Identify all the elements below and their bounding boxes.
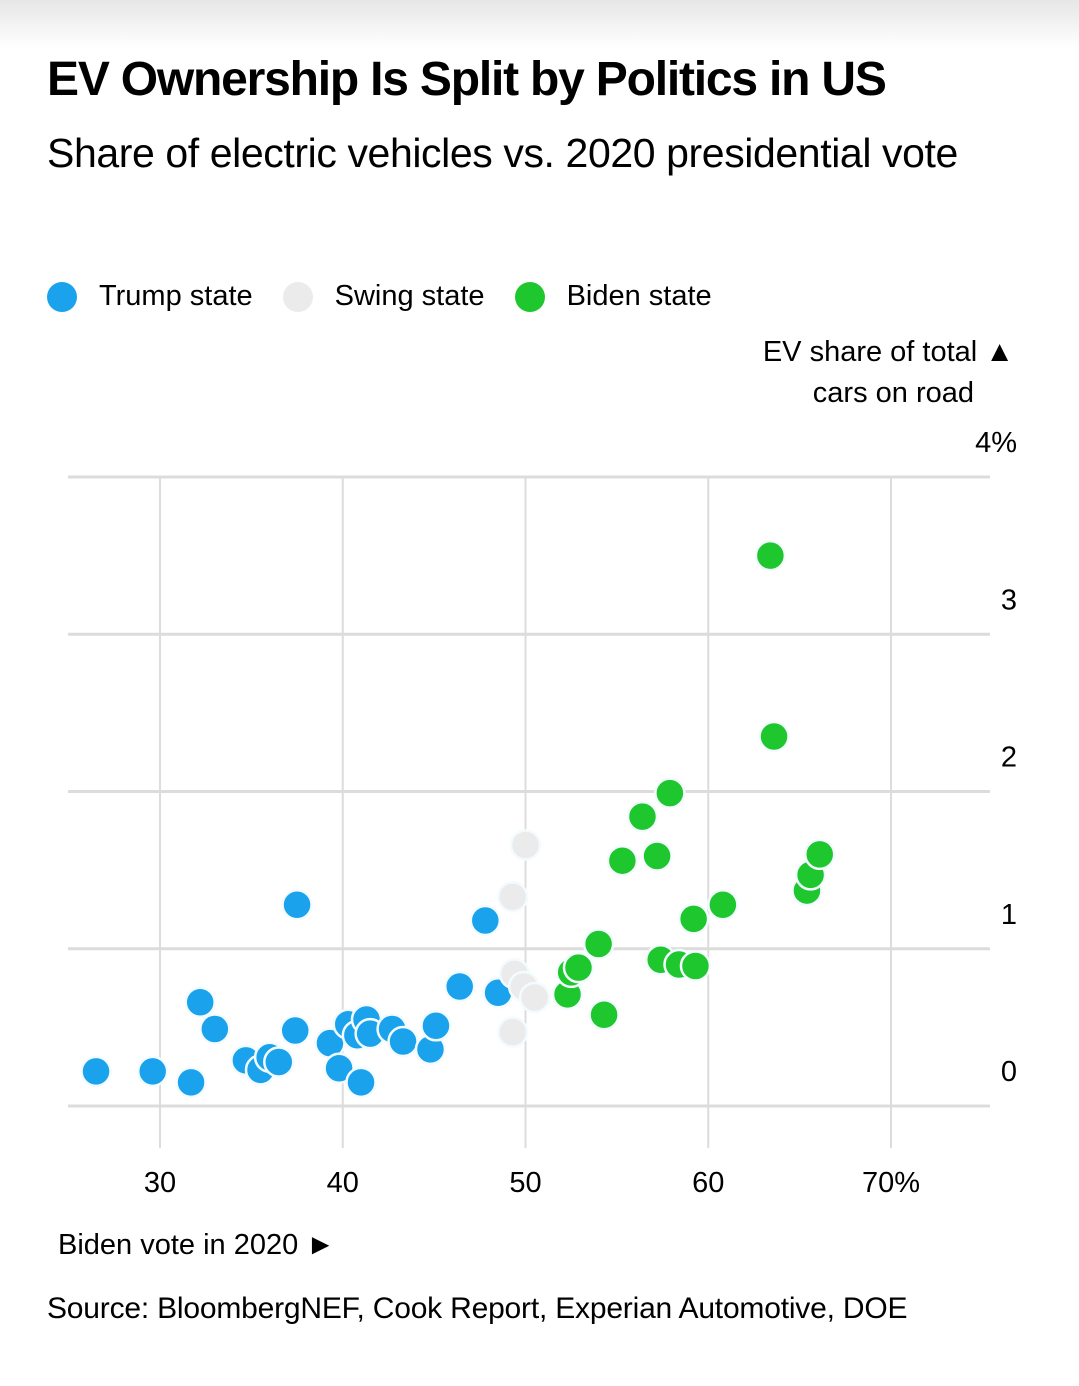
data-point <box>199 1013 231 1045</box>
source-note: Source: BloombergNEF, Cook Report, Exper… <box>47 1292 908 1325</box>
x-tick-label: 40 <box>327 1167 359 1199</box>
data-point <box>136 1055 169 1088</box>
data-point <box>496 881 529 913</box>
data-point <box>641 840 673 872</box>
data-point <box>518 981 551 1014</box>
legend-item-swing: Swing state <box>282 280 485 313</box>
chart-title: EV Ownership Is Split by Politics in US <box>47 53 887 106</box>
y-tick-label: 4% <box>975 427 1017 459</box>
data-point <box>443 970 476 1003</box>
data-point <box>679 950 712 982</box>
data-point <box>707 888 739 921</box>
data-point <box>582 928 615 960</box>
series-biden-state <box>551 539 836 1031</box>
legend-dot-icon <box>282 281 313 312</box>
legend-item-biden: Biden state <box>514 280 712 313</box>
y-tick-label: 1 <box>1001 899 1017 931</box>
y-axis-label-line1: EV share of total ▲ <box>762 336 1014 368</box>
x-tick-label: 60 <box>692 1167 724 1199</box>
tick-labels: 30 40 50 60 70% 0 1 2 3 4% <box>144 427 1017 1199</box>
x-tick-label: 70% <box>862 1167 920 1199</box>
y-axis-label-line2: cars on road <box>812 377 974 409</box>
x-tick-label: 30 <box>144 1167 176 1199</box>
series-trump-state <box>80 888 514 1099</box>
grid <box>68 475 990 1148</box>
top-shade <box>0 0 1079 48</box>
legend: Trump state Swing state Biden state <box>47 280 742 313</box>
legend-label: Biden state <box>566 280 712 312</box>
legend-dot-icon <box>47 281 77 312</box>
legend-label: Swing state <box>334 280 485 312</box>
data-point <box>175 1066 207 1099</box>
data-point <box>654 777 686 809</box>
data-point <box>420 1010 452 1042</box>
data-point <box>562 951 595 984</box>
data-point <box>606 844 639 877</box>
legend-item-trump: Trump state <box>47 280 253 313</box>
x-tick-label: 50 <box>509 1167 541 1199</box>
data-point <box>281 888 313 921</box>
data-point <box>754 539 787 572</box>
y-axis-label: EV share of total ▲ cars on road <box>763 332 1014 414</box>
data-point <box>469 904 502 937</box>
data-point <box>677 903 710 935</box>
data-point <box>509 829 542 861</box>
y-tick-label: 3 <box>1001 584 1017 616</box>
data-point <box>758 720 790 753</box>
data-point <box>184 986 216 1018</box>
data-point <box>263 1046 295 1078</box>
data-point <box>345 1066 377 1099</box>
data-point <box>496 1016 529 1048</box>
legend-label: Trump state <box>99 280 253 312</box>
data-point <box>323 1052 355 1085</box>
y-tick-label: 2 <box>1001 742 1017 774</box>
data-point <box>626 800 659 833</box>
chart-subtitle: Share of electric vehicles vs. 2020 pres… <box>47 130 958 176</box>
data-point <box>588 999 620 1031</box>
x-axis-label: Biden vote in 2020 ► <box>58 1229 336 1261</box>
y-tick-label: 0 <box>1001 1056 1017 1088</box>
data-point <box>80 1055 112 1088</box>
data-points <box>80 539 836 1099</box>
data-point <box>387 1025 419 1058</box>
legend-dot-icon <box>514 281 545 312</box>
data-point <box>803 838 836 871</box>
data-point <box>279 1014 311 1047</box>
series-swing-state <box>496 829 551 1048</box>
